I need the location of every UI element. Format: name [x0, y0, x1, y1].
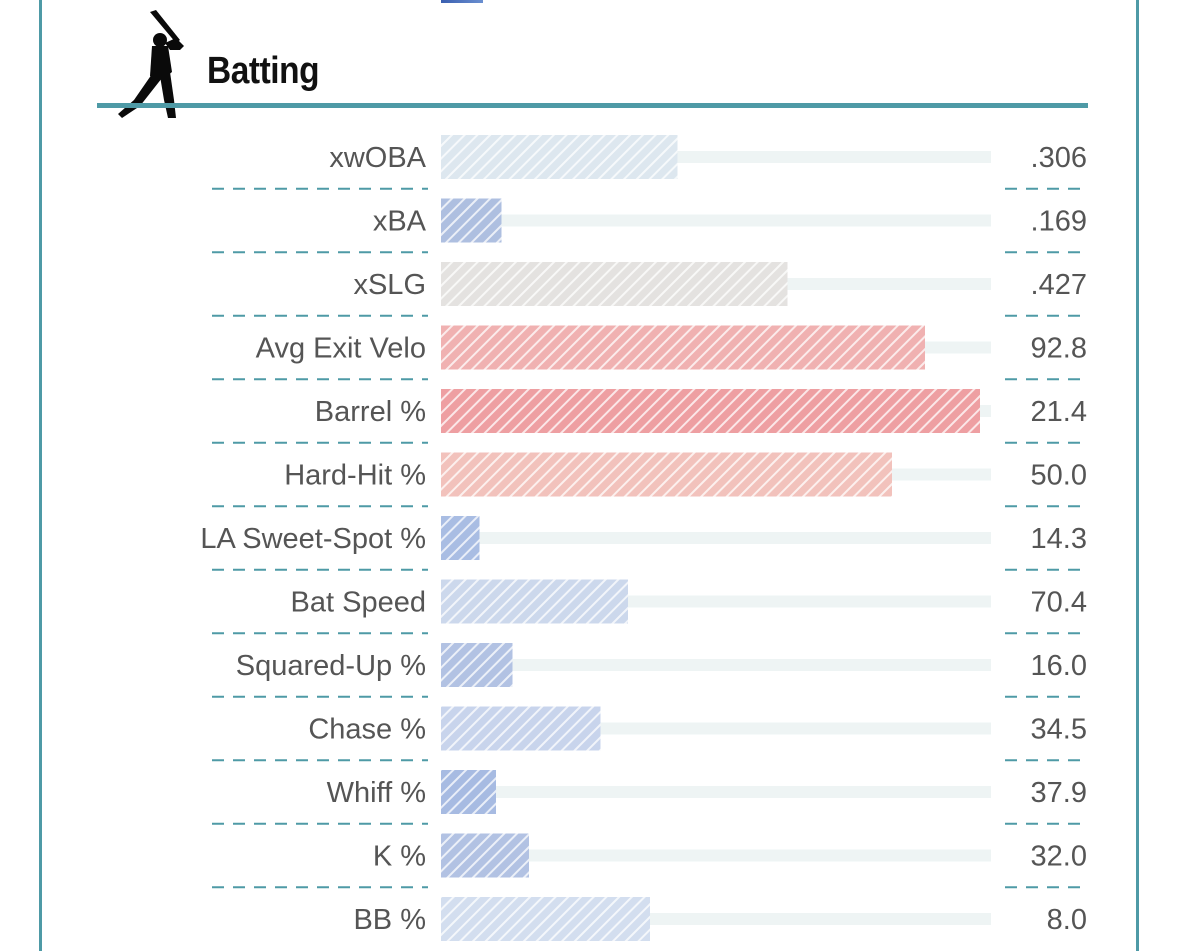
percentile-bar [441, 452, 892, 497]
metric-row: xwOBA .306 [212, 135, 1088, 190]
metric-row: xBA .169 [212, 198, 1088, 254]
metric-value: 92.8 [1031, 333, 1087, 365]
metric-row: Squared-Up % 16.0 [212, 643, 1088, 698]
percentile-track [441, 659, 991, 671]
metric-label: xSLG [353, 269, 426, 301]
percentile-bar [441, 198, 502, 243]
percentile-track [441, 786, 991, 798]
percentile-bar [441, 897, 650, 941]
metric-label: Hard-Hit % [284, 460, 426, 492]
metric-label: BB % [353, 904, 426, 936]
metric-row: Avg Exit Velo 92.8 [212, 325, 1088, 381]
metric-label: K % [373, 841, 426, 873]
panel-right-border [1136, 0, 1139, 951]
metric-row: BB % 8.0 [353, 897, 1087, 941]
metric-label: LA Sweet-Spot % [200, 523, 426, 555]
percentile-track [441, 532, 991, 544]
metric-label: Squared-Up % [236, 650, 426, 682]
section-title: Batting [207, 50, 320, 92]
metric-label: Bat Speed [291, 587, 426, 619]
metric-value: 8.0 [1047, 904, 1087, 936]
percentile-bar [441, 833, 529, 878]
metric-label: xwOBA [329, 142, 426, 174]
metric-label: xBA [373, 206, 427, 238]
percentile-bar [441, 706, 601, 751]
metric-value: .169 [1031, 206, 1087, 238]
section-title-underline [97, 103, 1088, 108]
metric-label: Chase % [308, 714, 426, 746]
percentile-bar [441, 516, 480, 560]
metric-row: xSLG .427 [212, 262, 1088, 317]
metric-row: K % 32.0 [212, 833, 1088, 889]
metric-value: .427 [1031, 269, 1087, 301]
percentile-track [441, 214, 991, 227]
metric-row: Chase % 34.5 [212, 706, 1088, 762]
percentile-bar [441, 135, 678, 179]
metric-value: 21.4 [1031, 396, 1087, 428]
metric-value: 16.0 [1031, 650, 1087, 682]
metric-value: 37.9 [1031, 777, 1087, 809]
metric-value: .306 [1031, 142, 1087, 174]
percentile-bar [441, 770, 496, 814]
panel-left-border [39, 0, 42, 951]
metric-value: 14.3 [1031, 523, 1087, 555]
metric-value: 34.5 [1031, 714, 1087, 746]
percentile-bar [441, 579, 628, 624]
percentile-bar [441, 389, 980, 433]
metric-value: 32.0 [1031, 841, 1087, 873]
metric-label: Avg Exit Velo [256, 333, 426, 365]
metric-row: Whiff % 37.9 [212, 770, 1088, 825]
percentile-bar [441, 262, 788, 306]
metric-label: Whiff % [327, 777, 426, 809]
metric-row: Barrel % 21.4 [212, 389, 1088, 444]
previous-section-bar-fragment [441, 0, 483, 3]
percentile-track [441, 849, 991, 862]
metric-row: LA Sweet-Spot % 14.3 [200, 516, 1088, 571]
metric-value: 50.0 [1031, 460, 1087, 492]
metric-label: Barrel % [315, 396, 426, 428]
percentile-bar [441, 643, 513, 687]
percentile-bar [441, 325, 925, 370]
metric-row: Bat Speed 70.4 [212, 579, 1088, 635]
metric-value: 70.4 [1031, 587, 1087, 619]
metric-row: Hard-Hit % 50.0 [212, 452, 1088, 508]
